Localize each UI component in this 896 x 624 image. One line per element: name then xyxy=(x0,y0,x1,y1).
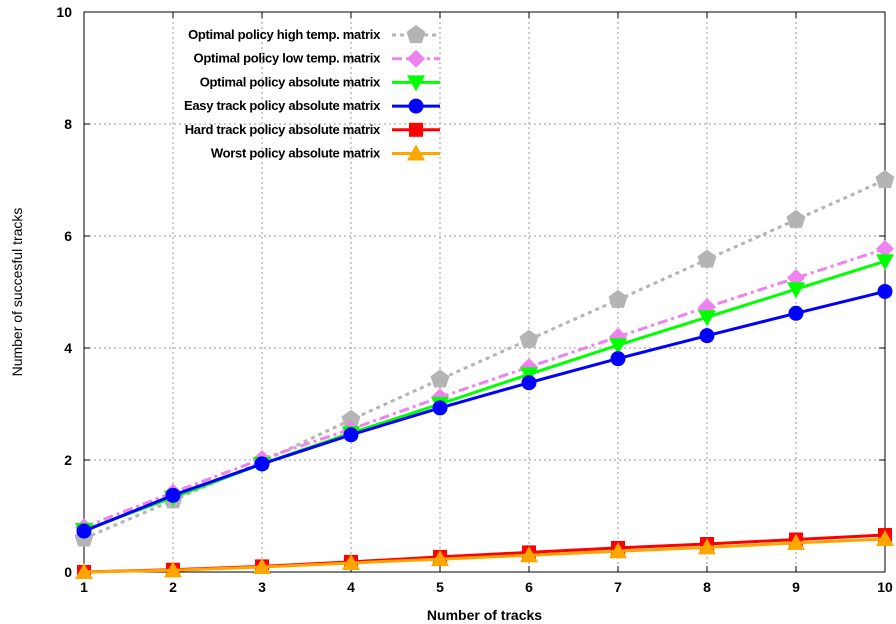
x-axis-label: Number of tracks xyxy=(427,607,542,623)
data-point xyxy=(519,329,539,348)
legend-label: Worst policy absolute matrix xyxy=(211,146,381,161)
data-point xyxy=(876,254,894,271)
x-tick-label: 2 xyxy=(169,579,177,595)
data-point xyxy=(698,538,716,555)
data-point xyxy=(608,289,628,308)
legend-entry: Worst policy absolute matrix xyxy=(211,144,440,161)
data-point xyxy=(697,249,717,268)
y-tick-label: 8 xyxy=(64,116,72,132)
data-point xyxy=(787,282,805,299)
series-group xyxy=(74,170,895,579)
data-point xyxy=(877,283,893,299)
legend-label: Hard track policy absolute matrix xyxy=(185,122,381,137)
legend-marker xyxy=(406,25,426,44)
series-4 xyxy=(76,283,893,539)
y-tick-label: 0 xyxy=(64,564,72,580)
series-line xyxy=(83,533,886,574)
data-point xyxy=(875,170,895,189)
series-5 xyxy=(77,528,892,579)
data-point xyxy=(610,351,626,367)
series-line xyxy=(83,537,886,574)
x-tick-label: 7 xyxy=(614,579,622,595)
x-tick-label: 8 xyxy=(703,579,711,595)
legend-label: Easy track policy absolute matrix xyxy=(184,98,381,113)
axes: 1 2 3 4 5 6 7 8 9 10 0 2 4 6 8 10 xyxy=(56,4,893,595)
data-point xyxy=(430,369,450,388)
data-point xyxy=(164,561,182,578)
data-point xyxy=(787,533,805,550)
data-point xyxy=(76,523,92,539)
legend-marker xyxy=(409,122,423,137)
legend-entry: Hard track policy absolute matrix xyxy=(185,122,440,137)
legend-label: Optimal policy absolute matrix xyxy=(200,74,381,89)
x-tick-label: 6 xyxy=(525,579,533,595)
legend-entry: Easy track policy absolute matrix xyxy=(184,98,440,114)
legend: Optimal policy high temp. matrix Optimal … xyxy=(184,25,440,161)
data-point xyxy=(342,554,360,571)
legend-marker xyxy=(407,49,425,68)
data-point xyxy=(431,550,449,567)
grid-lines xyxy=(84,12,885,572)
data-point xyxy=(876,529,894,546)
data-point xyxy=(165,487,181,503)
data-point xyxy=(876,239,894,258)
x-tick-label: 1 xyxy=(80,579,88,595)
legend-label: Optimal policy high temp. matrix xyxy=(188,27,381,42)
legend-entry: Optimal policy high temp. matrix xyxy=(188,25,440,44)
series-line xyxy=(83,247,886,529)
legend-label: Optimal policy low temp. matrix xyxy=(194,51,382,66)
x-tick-label: 9 xyxy=(792,579,800,595)
legend-entry: Optimal policy low temp. matrix xyxy=(194,49,440,68)
data-point xyxy=(254,456,270,472)
data-point xyxy=(521,375,537,391)
data-point xyxy=(432,400,448,416)
data-point xyxy=(343,427,359,443)
data-point xyxy=(520,546,538,563)
data-point xyxy=(699,328,715,344)
data-point xyxy=(75,563,93,579)
data-point xyxy=(788,305,804,321)
series-line xyxy=(83,289,886,533)
y-tick-label: 4 xyxy=(64,340,72,356)
x-tick-label: 5 xyxy=(436,579,444,595)
data-point xyxy=(609,542,627,559)
series-6 xyxy=(75,529,894,579)
legend-marker xyxy=(407,75,425,92)
legend-entry: Optimal policy absolute matrix xyxy=(200,74,440,92)
data-point xyxy=(253,557,271,574)
y-tick-label: 10 xyxy=(56,4,72,20)
x-tick-label: 4 xyxy=(347,579,355,595)
y-tick-label: 6 xyxy=(64,228,72,244)
y-axis-label: Number of succesful tracks xyxy=(9,208,25,377)
data-point xyxy=(786,209,806,228)
legend-marker xyxy=(407,144,425,161)
data-point xyxy=(609,338,627,355)
legend-marker xyxy=(408,98,424,114)
series-1 xyxy=(74,170,895,547)
x-tick-label: 3 xyxy=(258,579,266,595)
y-tick-label: 2 xyxy=(64,452,72,468)
data-point xyxy=(341,409,361,428)
x-tick-label: 10 xyxy=(877,579,893,595)
data-point xyxy=(698,310,716,327)
